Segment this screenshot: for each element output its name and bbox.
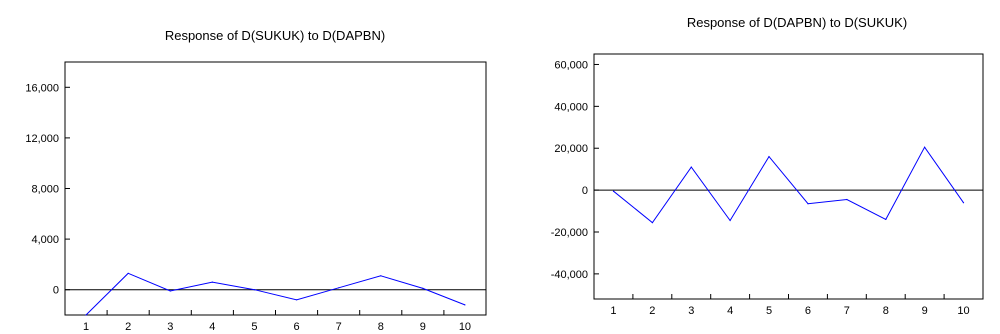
chart1-data-point <box>296 299 298 301</box>
chart2-data-point <box>924 146 926 148</box>
chart1-x-tick-label: 3 <box>167 321 173 333</box>
chart1-data-point <box>127 272 129 274</box>
chart2-data-point <box>690 166 692 168</box>
chart2-data-point <box>612 190 615 192</box>
chart2-series-line <box>613 146 964 224</box>
chart2-y-tick-label: 40,000 <box>554 101 588 113</box>
chart2-y-tick-label: -40,000 <box>551 269 588 281</box>
chart2-data-point <box>807 203 809 205</box>
chart2-x-tick-label: 8 <box>883 305 889 317</box>
chart2-y-tick-label: 20,000 <box>554 143 588 155</box>
chart2-y-tick-label: -20,000 <box>551 227 588 239</box>
chart1-title: Response of D(SUKUK) to D(DAPBN) <box>165 28 385 43</box>
chart2-y-tick-label: 60,000 <box>554 59 588 71</box>
chart1-y-tick-label: 8,000 <box>31 184 59 196</box>
chart1-x-tick-label: 1 <box>83 321 89 333</box>
chart1-x-tick-label: 9 <box>420 321 426 333</box>
chart1-data-point <box>253 289 256 291</box>
chart1-y-tick-label: 0 <box>53 285 59 297</box>
chart2-data-point <box>885 218 887 220</box>
chart1-x-tick-label: 5 <box>251 321 257 333</box>
chart2-x-tick-label: 3 <box>688 305 694 317</box>
chart1-data-point <box>338 287 340 289</box>
chart1-x-tick-label: 8 <box>378 321 384 333</box>
chart1-y-tick-label: 12,000 <box>25 133 59 145</box>
chart2-x-tick-label: 7 <box>844 305 850 317</box>
chart2-x-tick-label: 5 <box>766 305 772 317</box>
chart1-data-point <box>422 287 424 289</box>
chart2-data-point <box>768 156 770 158</box>
chart2-data-point <box>651 222 654 224</box>
chart1-series-line <box>85 272 466 316</box>
chart1-data-point <box>85 314 87 316</box>
chart2-y-tick-label: 0 <box>582 185 588 197</box>
chart1-x-tick-label: 4 <box>209 321 215 333</box>
chart2-data-point <box>846 198 848 201</box>
chart1-frame <box>64 61 487 316</box>
chart2-frame <box>593 53 984 300</box>
chart2-x-tick-label: 9 <box>922 305 928 317</box>
chart1-x-tick-label: 7 <box>336 321 342 333</box>
chart1-x-tick-label: 2 <box>125 321 131 333</box>
chart2-data-point <box>962 202 965 204</box>
chart1-data-point <box>169 290 171 292</box>
chart2-x-tick-label: 2 <box>649 305 655 317</box>
chart1-y-tick-label: 16,000 <box>25 82 59 94</box>
chart1-x-tick-label: 10 <box>459 321 471 333</box>
chart2-title: Response of D(DAPBN) to D(SUKUK) <box>687 15 907 30</box>
chart1-y-tick-label: 4,000 <box>31 234 59 246</box>
chart2-x-tick-label: 4 <box>727 305 733 317</box>
chart1-data-point <box>464 304 466 306</box>
chart2-data-point <box>729 219 731 222</box>
chart2-x-tick-label: 10 <box>957 305 969 317</box>
chart2-x-tick-label: 1 <box>610 305 616 317</box>
chart1-data-point <box>211 281 213 283</box>
chart1-x-tick-label: 6 <box>293 321 299 333</box>
chart1-data-point <box>380 275 382 277</box>
chart2-x-tick-label: 6 <box>805 305 811 317</box>
